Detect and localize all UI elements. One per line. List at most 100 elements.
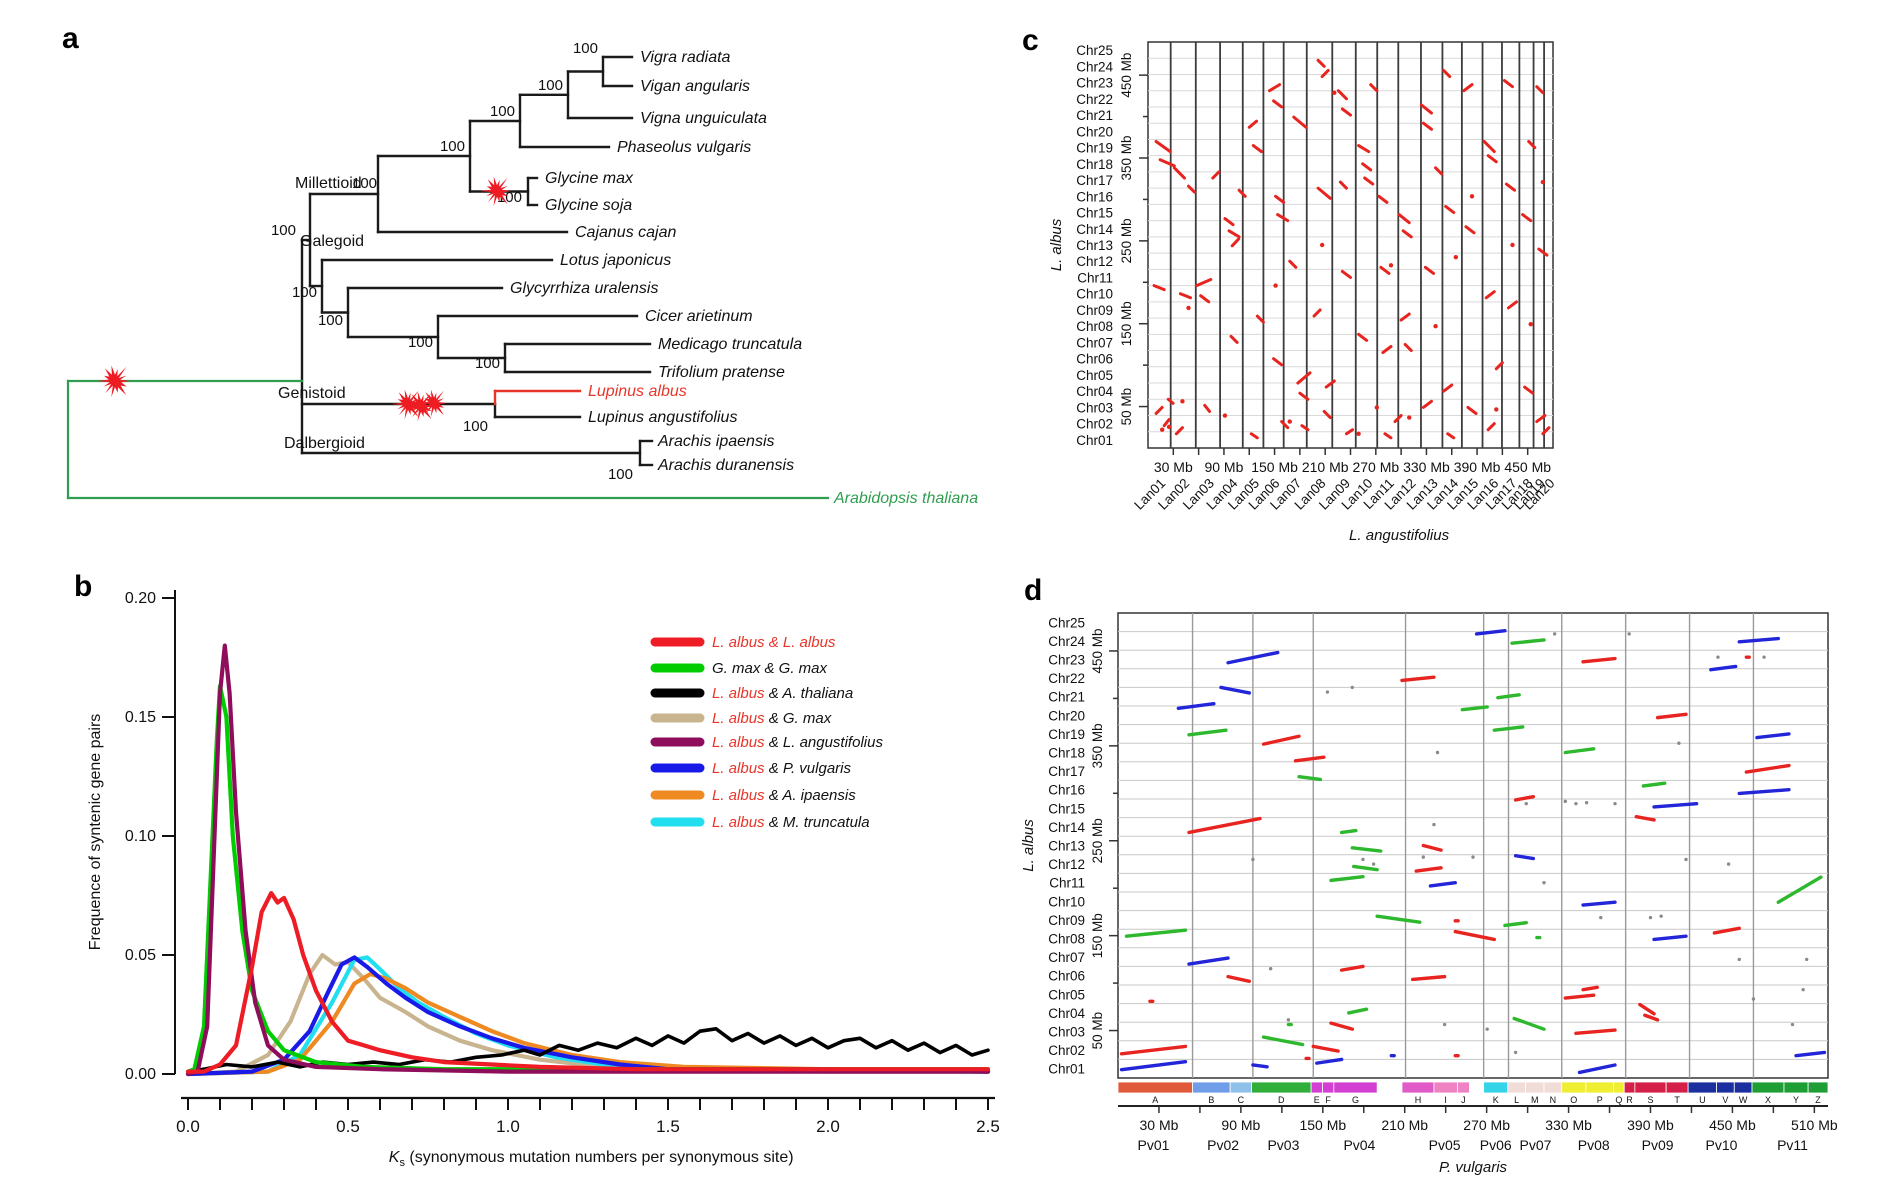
svg-text:450 Mb: 450 Mb: [1119, 53, 1134, 98]
svg-text:Chr09: Chr09: [1076, 303, 1113, 318]
svg-text:Genistoid: Genistoid: [278, 385, 346, 402]
svg-text:Chr05: Chr05: [1048, 987, 1085, 1002]
svg-text:L. albus & A. thaliana: L. albus & A. thaliana: [712, 685, 853, 702]
pv-block-D: [1251, 1081, 1312, 1094]
svg-text:Chr12: Chr12: [1048, 857, 1085, 872]
svg-text:L: L: [1514, 1095, 1519, 1105]
svg-text:100: 100: [573, 40, 598, 57]
svg-text:Chr18: Chr18: [1076, 157, 1113, 172]
svg-text:2.0: 2.0: [816, 1117, 840, 1136]
pv-block-V: [1716, 1081, 1735, 1094]
svg-text:2.5: 2.5: [976, 1117, 1000, 1136]
svg-text:90 Mb: 90 Mb: [1204, 459, 1243, 475]
svg-text:Chr11: Chr11: [1049, 876, 1085, 891]
svg-text:Chr11: Chr11: [1077, 270, 1113, 285]
ks-curve: [185, 971, 991, 1077]
svg-text:Chr10: Chr10: [1048, 894, 1085, 909]
svg-text:Chr24: Chr24: [1076, 59, 1113, 74]
pv-block-U: [1687, 1081, 1717, 1094]
svg-text:G. max & G. max: G. max & G. max: [712, 660, 828, 677]
svg-text:Ks (synonymous mutation number: Ks (synonymous mutation numbers per syno…: [389, 1149, 794, 1169]
svg-text:100: 100: [608, 466, 633, 483]
svg-text:450 Mb: 450 Mb: [1090, 628, 1105, 673]
svg-text:Trifolium pratense: Trifolium pratense: [658, 364, 785, 381]
star-burst-icon: [479, 176, 511, 207]
svg-text:Chr13: Chr13: [1048, 839, 1085, 854]
svg-text:Frequence of syntenic gene pai: Frequence of syntenic gene pairs: [87, 714, 104, 951]
wgd-star-icons: [96, 176, 511, 422]
svg-text:100: 100: [408, 334, 433, 351]
svg-text:Pv08: Pv08: [1578, 1137, 1610, 1153]
svg-text:Glycyrrhiza uralensis: Glycyrrhiza uralensis: [510, 280, 658, 297]
svg-text:Chr16: Chr16: [1048, 783, 1085, 798]
svg-text:Medicago truncatula: Medicago truncatula: [658, 336, 802, 353]
svg-text:270 Mb: 270 Mb: [1352, 459, 1399, 475]
svg-text:Chr05: Chr05: [1076, 368, 1113, 383]
ks-curve: [185, 955, 991, 1077]
svg-text:Vigra radiata: Vigra radiata: [640, 49, 731, 66]
star-burst-icon: [96, 365, 130, 398]
pv-block-A: [1117, 1081, 1193, 1094]
svg-text:L. albus & L. angustifolius: L. albus & L. angustifolius: [712, 734, 883, 751]
svg-text:U: U: [1699, 1095, 1706, 1105]
svg-text:Arachis duranensis: Arachis duranensis: [657, 457, 794, 474]
svg-text:100: 100: [475, 355, 500, 372]
panel-b-label: b: [74, 570, 93, 603]
pv-block-B: [1192, 1081, 1231, 1094]
svg-text:90 Mb: 90 Mb: [1221, 1117, 1260, 1133]
svg-text:Chr17: Chr17: [1076, 173, 1113, 188]
svg-text:Chr14: Chr14: [1048, 820, 1085, 835]
svg-text:Z: Z: [1815, 1095, 1821, 1105]
svg-text:Chr02: Chr02: [1048, 1043, 1085, 1058]
svg-text:0.05: 0.05: [125, 947, 156, 964]
svg-text:P. vulgaris: P. vulgaris: [1439, 1159, 1508, 1176]
pv-block-H: [1401, 1081, 1435, 1094]
svg-text:510 Mb: 510 Mb: [1791, 1117, 1838, 1133]
svg-text:Galegoid: Galegoid: [300, 233, 364, 250]
pv-block-I: [1433, 1081, 1458, 1094]
panel-a-label: a: [62, 22, 79, 55]
svg-text:0.00: 0.00: [125, 1066, 156, 1083]
svg-text:Pv09: Pv09: [1642, 1137, 1674, 1153]
svg-text:100: 100: [463, 418, 488, 435]
pv-block-T: [1665, 1081, 1689, 1094]
svg-text:Chr06: Chr06: [1048, 969, 1085, 984]
svg-text:Pv05: Pv05: [1429, 1137, 1461, 1153]
pv-block-Y: [1783, 1081, 1809, 1094]
pv-block-M: [1525, 1081, 1545, 1094]
svg-text:Chr10: Chr10: [1076, 287, 1113, 302]
ks-legend: L. albus & L. albus G. max & G. max L. alb…: [650, 634, 883, 831]
panel-c-label: c: [1022, 24, 1039, 57]
svg-text:Chr15: Chr15: [1076, 206, 1113, 221]
svg-text:50 Mb: 50 Mb: [1119, 388, 1134, 426]
svg-text:350 Mb: 350 Mb: [1119, 135, 1134, 180]
star-burst-icon: [418, 389, 447, 417]
tree-species-labels: Vigra radiata Vigan angularis Vigna unguic…: [510, 49, 978, 507]
svg-text:100: 100: [352, 175, 377, 192]
svg-text:390 Mb: 390 Mb: [1454, 459, 1501, 475]
svg-text:L. albus & G. max: L. albus & G. max: [712, 710, 832, 727]
svg-text:0.0: 0.0: [176, 1117, 200, 1136]
svg-text:Pv10: Pv10: [1706, 1137, 1738, 1153]
svg-text:J: J: [1461, 1095, 1466, 1105]
svg-text:Vigan angularis: Vigan angularis: [640, 78, 750, 95]
svg-text:100: 100: [318, 312, 343, 329]
svg-text:0.5: 0.5: [336, 1117, 360, 1136]
pv-block-F: [1322, 1081, 1335, 1094]
svg-text:150 Mb: 150 Mb: [1090, 913, 1105, 958]
svg-text:270 Mb: 270 Mb: [1463, 1117, 1510, 1133]
svg-text:Chr24: Chr24: [1048, 634, 1085, 649]
ks-curve: [185, 955, 991, 1077]
phylo-tree: [66, 55, 830, 500]
svg-text:W: W: [1739, 1095, 1748, 1105]
svg-text:Chr25: Chr25: [1076, 43, 1113, 58]
svg-text:Cajanus cajan: Cajanus cajan: [575, 224, 677, 241]
svg-text:Glycine soja: Glycine soja: [545, 197, 632, 214]
svg-text:Chr01: Chr01: [1076, 433, 1113, 448]
svg-text:Pv11: Pv11: [1777, 1137, 1808, 1153]
svg-text:0.10: 0.10: [125, 828, 156, 845]
